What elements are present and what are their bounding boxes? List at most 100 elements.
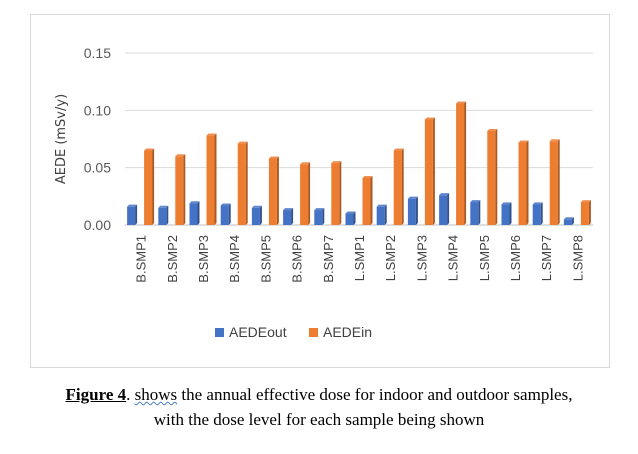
bar-side xyxy=(308,162,311,225)
bar-side xyxy=(557,139,560,225)
bar-side xyxy=(166,205,169,225)
bar-aedeout-l-smp6 xyxy=(501,204,510,225)
bar-aedeout-b-smp4 xyxy=(220,205,229,225)
bar-top xyxy=(237,141,248,144)
bar-top xyxy=(439,193,450,196)
x-tick-label: B.SMP1 xyxy=(134,235,149,283)
bar-side xyxy=(245,141,248,225)
bar-side xyxy=(415,196,418,225)
bar-aedein-l-smp7 xyxy=(549,141,558,225)
bar-aedein-l-smp2 xyxy=(393,150,402,225)
bar-top xyxy=(532,202,543,205)
bar-top xyxy=(175,154,186,157)
bar-aedein-l-smp5 xyxy=(487,130,496,225)
legend-swatch-aedein xyxy=(309,328,318,337)
bar-aedein-l-smp4 xyxy=(456,103,465,225)
y-tick-label: 0.05 xyxy=(84,160,111,176)
bar-side xyxy=(464,101,467,225)
bar-top xyxy=(251,205,262,208)
bar-side xyxy=(588,200,591,225)
x-tick-label: L.SMP7 xyxy=(539,235,554,281)
bar-aedein-l-smp8 xyxy=(580,202,589,225)
bar-aedeout-l-smp5 xyxy=(470,202,479,225)
bar-top xyxy=(345,211,356,214)
bar-aedeout-l-smp8 xyxy=(563,219,572,225)
bar-top xyxy=(268,156,279,159)
bar-top xyxy=(424,117,435,120)
bar-aedein-b-smp1 xyxy=(144,150,153,225)
bar-aedeout-l-smp1 xyxy=(345,213,354,225)
bar-side xyxy=(571,217,574,225)
x-tick-label: B.SMP4 xyxy=(227,235,242,283)
bar-side xyxy=(152,148,155,225)
x-tick-label: L.SMP1 xyxy=(352,235,367,281)
bar-aedein-b-smp7 xyxy=(331,163,340,225)
bar-side xyxy=(339,161,342,225)
bar-aedein-b-smp2 xyxy=(175,156,184,225)
y-axis-title: AEDE (mSv/y) xyxy=(54,94,69,184)
bar-top xyxy=(549,139,560,142)
legend-label-aedeout: AEDEout xyxy=(229,324,287,340)
bar-aedeout-b-smp7 xyxy=(314,210,323,225)
bar-side xyxy=(447,193,450,225)
x-tick-label: L.SMP6 xyxy=(508,235,523,281)
bar-top xyxy=(393,148,404,151)
bar-top xyxy=(376,204,387,207)
bar-aedeout-b-smp2 xyxy=(158,207,167,225)
legend-swatch-aedeout xyxy=(215,328,224,337)
bar-top xyxy=(220,203,231,206)
x-tick-label: L.SMP5 xyxy=(477,235,492,281)
x-tick-label: B.SMP2 xyxy=(165,235,180,283)
bar-top xyxy=(127,204,138,207)
bar-side xyxy=(276,156,279,225)
bar-top xyxy=(456,101,467,104)
bar-side xyxy=(401,148,404,225)
y-tick-label: 0.00 xyxy=(84,217,111,233)
bar-side xyxy=(370,175,373,225)
bar-top xyxy=(189,201,200,204)
bar-top xyxy=(283,208,294,211)
bar-aedein-b-smp6 xyxy=(300,164,309,225)
y-tick-label: 0.10 xyxy=(84,102,111,118)
bar-side xyxy=(495,128,498,225)
bar-top xyxy=(580,200,591,203)
bar-aedein-l-smp6 xyxy=(518,142,527,225)
x-tick-label: B.SMP3 xyxy=(196,235,211,283)
bar-aedein-b-smp3 xyxy=(206,135,215,225)
bar-side xyxy=(540,202,543,225)
bar-aedeout-l-smp2 xyxy=(376,206,385,225)
bar-side xyxy=(322,208,325,225)
bar-aedeout-b-smp3 xyxy=(189,203,198,225)
x-tick-label: L.SMP4 xyxy=(446,235,461,281)
bar-aedein-b-smp4 xyxy=(237,143,246,225)
bar-aedeout-b-smp6 xyxy=(283,210,292,225)
bar-aedein-l-smp3 xyxy=(424,119,433,225)
bar-top xyxy=(362,175,373,178)
bar-top xyxy=(407,196,418,199)
bar-chart: 0.00 0.05 0.10 0.15 AEDE (mSv/y) B.SMP1 B.SMP2… xyxy=(54,45,593,340)
bar-side xyxy=(384,204,387,225)
bar-side xyxy=(214,133,217,225)
bar-aedeout-b-smp5 xyxy=(251,207,260,225)
bar-top xyxy=(470,200,481,203)
bar-aedeout-l-smp3 xyxy=(407,198,416,225)
x-tick-label: B.SMP6 xyxy=(290,235,305,283)
bar-aedeout-l-smp7 xyxy=(532,204,541,225)
bar-side xyxy=(135,204,138,225)
bar-top xyxy=(158,205,169,208)
bar-side xyxy=(353,211,356,225)
caption-shows: shows xyxy=(134,385,178,404)
x-tick-label: B.SMP5 xyxy=(258,235,273,283)
bar-aedeout-b-smp1 xyxy=(127,206,136,225)
x-tick-label: L.SMP2 xyxy=(383,235,398,281)
legend-label-aedein: AEDEin xyxy=(323,324,372,340)
x-tick-label: B.SMP7 xyxy=(321,235,336,283)
bar-side xyxy=(478,200,481,225)
figure-caption: Figure 4. shows the annual effective dos… xyxy=(0,382,638,432)
caption-line-1: Figure 4. shows the annual effective dos… xyxy=(0,382,638,407)
bar-top xyxy=(314,208,325,211)
bar-top xyxy=(300,162,311,165)
bar-side xyxy=(526,140,529,225)
bar-top xyxy=(331,161,342,164)
caption-figure-label: Figure 4 xyxy=(65,385,127,404)
